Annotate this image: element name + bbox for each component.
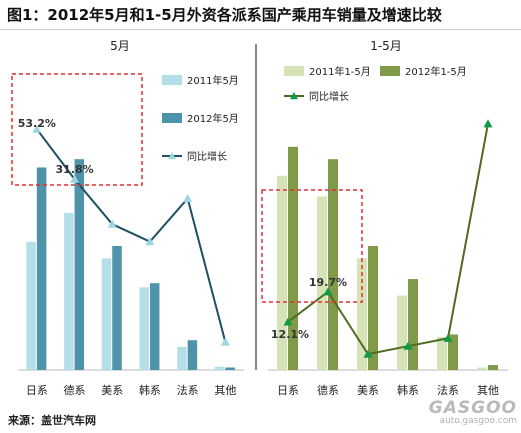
category-tick-label: 其他 [477,384,499,397]
growth-line [36,128,227,343]
bar [408,279,418,370]
category-tick-label: 法系 [177,383,199,397]
growth-marker [323,287,333,296]
growth-marker [32,124,42,133]
bar [26,241,36,370]
growth-data-label: 19.7% [309,276,347,289]
chart-subtitle: 1-5月 [370,39,402,53]
growth-marker [483,119,493,128]
bar [149,283,160,370]
bar [74,159,85,370]
growth-marker [443,333,453,342]
category-tick-label: 日系 [277,384,299,397]
growth-marker [145,237,155,246]
category-tick-label: 美系 [101,384,123,397]
category-tick-label: 德系 [64,383,86,397]
growth-marker [363,349,373,358]
category-tick-label: 德系 [317,383,339,397]
bar [177,346,187,370]
category-tick-label: 美系 [357,384,379,397]
legend-label: 同比增长 [187,150,227,163]
bar [277,175,287,370]
watermark-url: auto.gasgoo.com [439,416,517,426]
bar [112,246,122,370]
bar [187,340,198,370]
bar [225,367,235,370]
watermark-logo: GASGOO [428,398,517,418]
category-tick-label: 其他 [214,384,236,397]
highlight-box [11,73,143,186]
legend-label: 2011年1-5月 [309,65,371,78]
bar [488,365,498,370]
bar [357,258,367,370]
bar [477,367,487,370]
growth-data-label: 31.8% [55,163,93,176]
growth-marker [220,337,230,346]
legend-marker-icon [290,92,298,100]
figure-title: 图1：2012年5月和1-5月外资各派系国产乘用车销量及增速比较 [0,0,521,30]
bar [64,212,74,370]
chart-subtitle: 5月 [110,39,130,53]
bar [317,196,327,370]
watermark: GASGOO auto.gasgoo.com [429,398,517,426]
bar [328,159,338,370]
growth-marker [107,219,117,228]
legend-label: 同比增长 [309,90,349,103]
bar [36,167,47,370]
growth-data-label: 12.1% [271,328,309,341]
growth-marker [283,317,293,326]
bar [101,258,112,370]
legend-swatch [380,66,400,76]
bar [368,246,378,370]
bar [139,287,149,370]
growth-marker [403,341,413,350]
legend-label: 2011年5月 [187,74,239,87]
growth-data-label: 53.2% [18,117,56,130]
bar [214,366,225,370]
bar [397,295,407,370]
growth-marker [183,194,193,203]
highlight-box [261,189,363,303]
category-tick-label: 法系 [437,383,459,397]
bar [448,334,458,370]
source-note: 来源：盖世汽车网 [8,414,96,427]
legend-swatch [162,113,182,123]
legend-marker-icon [168,152,176,160]
category-tick-label: 日系 [26,384,48,397]
growth-marker [70,174,80,183]
legend-swatch [162,75,182,85]
growth-line [287,123,489,356]
bar [288,146,298,370]
category-tick-label: 韩系 [397,383,419,397]
bar [437,336,447,370]
legend-swatch [284,66,304,76]
category-tick-label: 韩系 [139,383,161,397]
legend-label: 2012年1-5月 [405,65,467,78]
legend-label: 2012年5月 [187,112,239,125]
